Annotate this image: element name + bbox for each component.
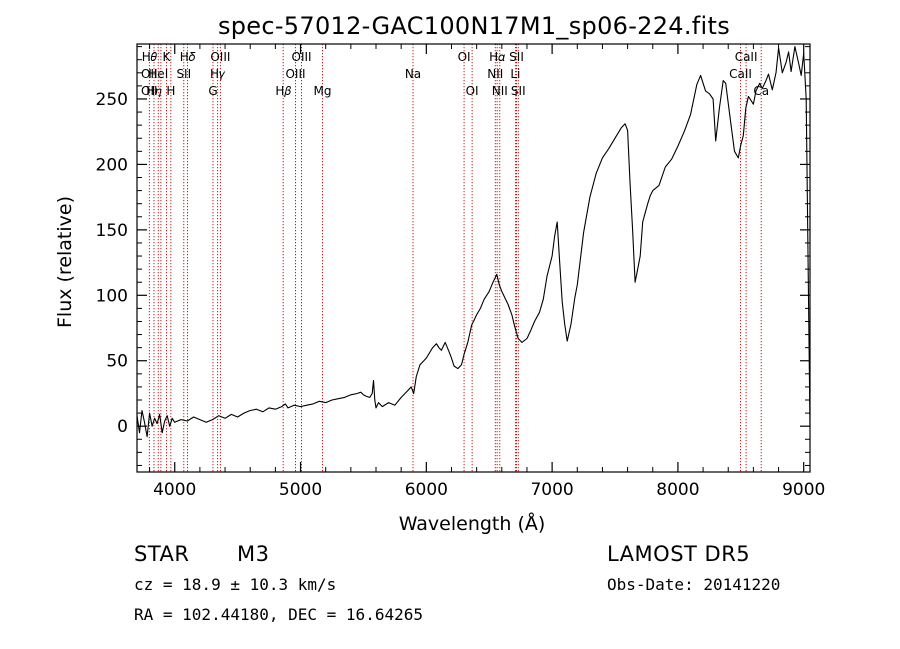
x-tick-label-2: 6000 — [405, 480, 448, 500]
observation-date: Obs-Date: 20141220 — [607, 575, 781, 594]
line-label-23-2: SII — [511, 84, 526, 98]
y-tick-label-1: 50 — [106, 352, 128, 372]
x-tick-label-1: 5000 — [279, 480, 322, 500]
line-label-24-1: CaII — [729, 67, 752, 81]
plot-frame — [136, 43, 811, 473]
x-tick-label-5: 9000 — [782, 480, 825, 500]
line-label-17-2: OI — [466, 84, 479, 98]
survey-name: LAMOST DR5 — [607, 542, 751, 566]
line-label-8-2: G — [208, 84, 217, 98]
line-label-4-0: K — [162, 50, 171, 64]
line-label-0-2: OII — [141, 84, 158, 98]
y-axis-label: Flux (relative) — [54, 196, 76, 328]
y-tick-label-2: 100 — [96, 286, 128, 306]
line-label-20-2: NII — [492, 84, 508, 98]
line-label-16-0: OI — [458, 50, 471, 64]
line-label-5-2: H — [166, 84, 175, 98]
line-label-1-2: H𝜂 — [146, 84, 162, 98]
line-label-0-1: OII — [141, 67, 158, 81]
emission-line-labels: H𝜃OIIOIIH𝜂HeIKHSIIH𝛿GH𝛾OIIIH𝛽OIIIOIIIMgN… — [141, 50, 769, 98]
y-tick-label-4: 200 — [96, 155, 128, 175]
x-axis-ticks: 4000 5000 6000 7000 8000 9000 — [149, 44, 825, 500]
coordinates-readout: RA = 102.44180, DEC = 16.64265 — [134, 605, 423, 624]
object-class: STAR — [134, 542, 190, 566]
line-label-9-1: H𝛾 — [210, 67, 226, 81]
line-label-19-0: H𝛼 — [489, 50, 505, 64]
line-label-22-0: SII — [509, 50, 524, 64]
x-tick-label-4: 8000 — [656, 480, 699, 500]
line-label-7-0: H𝛿 — [180, 50, 196, 64]
x-axis-label: Wavelength (Å) — [399, 512, 546, 535]
line-label-15-1: Na — [405, 67, 421, 81]
chart-title: spec-57012-GAC100N17M1_sp06-224.fits — [218, 12, 730, 40]
line-label-0-0: H𝜃 — [142, 50, 157, 64]
redshift-readout: cz = 18.9 ± 10.3 km/s — [134, 575, 337, 594]
y-tick-label-3: 150 — [96, 221, 128, 241]
line-label-6-1: SII — [176, 67, 191, 81]
spectrum-line — [136, 46, 811, 438]
line-label-13-0: OIII — [292, 50, 312, 64]
line-label-11-2: H𝛽 — [275, 84, 291, 98]
line-label-12-1: OIII — [285, 67, 305, 81]
x-tick-label-0: 4000 — [153, 480, 196, 500]
y-axis-ticks: 0 50 100 150 200 250 — [96, 46, 810, 466]
line-label-2-1: HeI — [148, 67, 168, 81]
line-label-18-1: NII — [487, 67, 503, 81]
line-label-14-2: Mg — [314, 84, 332, 98]
y-tick-label-0: 0 — [117, 417, 128, 437]
line-label-10-0: OIII — [210, 50, 230, 64]
emission-line-markers — [148, 44, 762, 472]
y-tick-label-5: 250 — [96, 90, 128, 110]
x-tick-label-3: 7000 — [530, 480, 573, 500]
line-label-21-1: Li — [510, 67, 520, 81]
line-label-25-0: CaII — [735, 50, 758, 64]
object-subclass: M3 — [237, 542, 270, 566]
